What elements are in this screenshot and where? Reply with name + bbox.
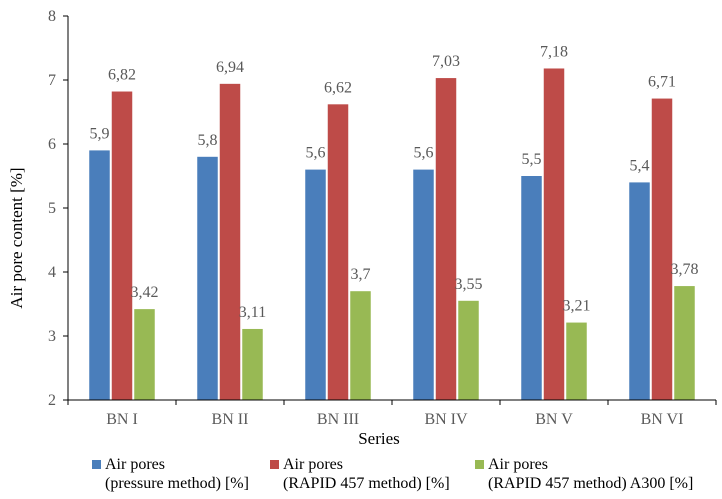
data-label: 6,82 <box>108 67 136 84</box>
data-label: 7,18 <box>540 43 568 60</box>
data-label: 7,03 <box>432 53 460 70</box>
y-tick-label: 5 <box>48 200 56 217</box>
data-label: 3,55 <box>455 276 483 293</box>
bar <box>134 309 155 400</box>
data-label: 6,62 <box>324 79 352 96</box>
y-tick-label: 4 <box>48 264 56 281</box>
bar <box>458 300 479 400</box>
data-label: 3,11 <box>239 304 266 321</box>
x-category-label: BN I <box>106 411 138 428</box>
bar <box>197 156 218 400</box>
bar <box>543 68 565 400</box>
y-tick-label: 7 <box>48 72 56 89</box>
data-label: 6,94 <box>216 59 244 76</box>
legend: Air pores (pressure method) [%] Air pore… <box>92 455 722 497</box>
y-tick-label: 8 <box>48 8 56 25</box>
data-label: 6,71 <box>648 74 676 91</box>
x-axis-title: Series <box>358 429 400 448</box>
y-tick-label: 3 <box>48 328 56 345</box>
legend-label-rapid-a300: Air pores (RAPID 457 method) A300 [%] <box>488 456 694 492</box>
bar <box>350 291 371 400</box>
legend-label-pressure: Air pores (pressure method) [%] <box>105 456 249 492</box>
bar <box>111 91 133 401</box>
y-tick-label: 2 <box>48 392 56 409</box>
bar <box>629 182 650 400</box>
x-category-label: BN II <box>212 411 249 428</box>
data-label: 5,9 <box>90 125 110 142</box>
data-label: 3,21 <box>563 298 591 315</box>
x-category-label: BN III <box>317 411 359 428</box>
data-label: 3,42 <box>131 284 159 301</box>
x-category-label: BN V <box>535 411 573 428</box>
data-label: 5,6 <box>306 145 326 162</box>
legend-swatch-rapid <box>270 460 279 469</box>
bar <box>674 286 695 400</box>
legend-item-rapid-a300: Air pores (RAPID 457 method) A300 [%] <box>475 455 693 493</box>
bar <box>89 150 110 400</box>
x-category-label: BN IV <box>424 411 468 428</box>
bar <box>566 322 587 400</box>
data-label: 5,8 <box>198 132 218 149</box>
bar <box>305 169 326 400</box>
data-label: 5,5 <box>522 151 542 168</box>
data-labels-group: 5,9 6,82 3,42 5,8 6,94 3,11 5,6 6,62 3,7 5,6 7,03 3… <box>90 43 699 320</box>
bar <box>651 98 673 400</box>
data-label: 3,78 <box>671 261 699 278</box>
bar <box>219 83 241 400</box>
data-label: 5,4 <box>630 157 650 174</box>
legend-swatch-rapid-a300 <box>475 460 484 469</box>
bar <box>242 328 263 400</box>
bar <box>521 176 542 400</box>
y-axis-title: Air pore content [%] <box>7 167 26 308</box>
y-tick-label: 6 <box>48 136 56 153</box>
legend-swatch-pressure <box>92 460 101 469</box>
bar <box>435 78 457 400</box>
data-label: 3,7 <box>351 266 371 283</box>
bar <box>327 104 349 400</box>
legend-label-rapid: Air pores (RAPID 457 method) [%] <box>283 456 450 492</box>
legend-item-rapid: Air pores (RAPID 457 method) [%] <box>270 455 450 493</box>
y-axis-ticks: 2 3 4 5 6 7 8 <box>48 8 68 409</box>
x-category-label: BN VI <box>641 411 684 428</box>
x-axis-categories: BN I BN II BN III BN IV BN V BN VI <box>67 400 717 428</box>
legend-item-pressure: Air pores (pressure method) [%] <box>92 455 249 493</box>
bar <box>413 169 434 400</box>
bars-group <box>89 68 695 401</box>
data-label: 5,6 <box>414 145 434 162</box>
